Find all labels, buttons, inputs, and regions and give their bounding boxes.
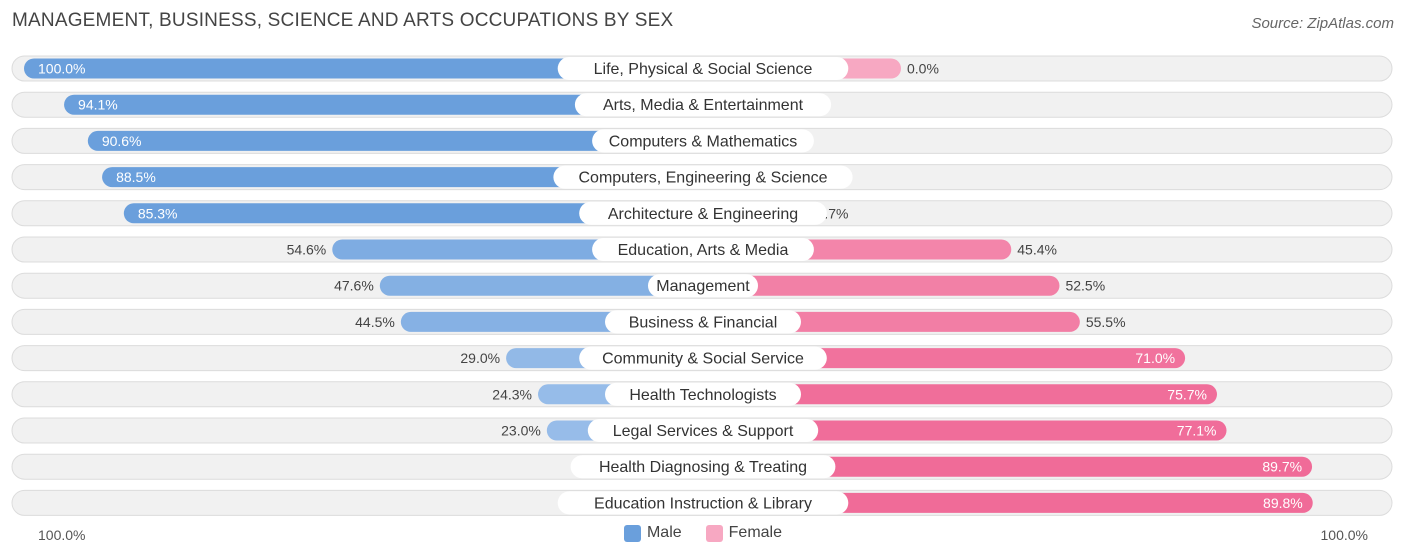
value-label-male: 85.3% bbox=[138, 205, 178, 221]
bar-female bbox=[703, 384, 1218, 405]
value-label-female: 55.5% bbox=[1086, 314, 1126, 330]
axis-right-label: 100.0% bbox=[1320, 527, 1368, 543]
category-pill bbox=[553, 165, 853, 189]
chart-row: 85.3% 14.7%Architecture & Engineering bbox=[11, 200, 1393, 227]
value-label-female: 77.1% bbox=[1177, 423, 1217, 439]
value-label-male: 23.0% bbox=[501, 423, 541, 439]
category-pill bbox=[605, 310, 801, 334]
value-label-female: 89.8% bbox=[1263, 495, 1303, 511]
legend: Male Female bbox=[0, 524, 1406, 542]
category-pill bbox=[574, 93, 832, 117]
legend-item-male: Male bbox=[623, 524, 682, 542]
value-label-male: 100.0% bbox=[38, 61, 85, 77]
legend-label-male: Male bbox=[646, 524, 682, 541]
category-label: Education, Arts & Media bbox=[618, 242, 789, 259]
value-label-female: 45.4% bbox=[1017, 242, 1057, 258]
value-label-male: 90.6% bbox=[102, 133, 142, 149]
value-label-male: 88.5% bbox=[116, 169, 156, 185]
category-pill bbox=[587, 419, 819, 442]
category-pill bbox=[592, 129, 814, 153]
chart-row: 10.2%89.8%Education Instruction & Librar… bbox=[11, 489, 1393, 516]
bar-male bbox=[64, 94, 704, 115]
category-pill bbox=[579, 201, 827, 225]
category-label: Health Diagnosing & Treating bbox=[599, 459, 807, 476]
bar-female bbox=[703, 456, 1313, 477]
bar-female bbox=[703, 275, 1060, 296]
value-label-male: 47.6% bbox=[334, 278, 374, 294]
value-label-male: 54.6% bbox=[287, 242, 327, 258]
chart-row: 94.1%5.9%Arts, Media & Entertainment bbox=[11, 91, 1393, 118]
chart-row: 10.3%89.7%Health Diagnosing & Treating bbox=[11, 453, 1393, 480]
category-pill bbox=[579, 346, 827, 370]
value-label-female: 0.0% bbox=[907, 61, 939, 77]
value-label-male: 44.5% bbox=[355, 314, 395, 330]
bar-female bbox=[703, 420, 1227, 441]
chart-row: 24.3% 75.7% Health Technologists bbox=[11, 381, 1393, 408]
category-label: Management bbox=[656, 278, 750, 295]
chart-row: 23.0% 77.1% Legal Services & Support bbox=[11, 417, 1393, 444]
value-label-male: 94.1% bbox=[78, 97, 118, 113]
category-pill bbox=[557, 57, 849, 80]
category-label: Arts, Media & Entertainment bbox=[603, 97, 804, 114]
chart-row: 47.6% 52.5% Management bbox=[11, 272, 1393, 299]
category-label: Legal Services & Support bbox=[613, 423, 794, 440]
chart-row: 88.5%11.5%Computers, Engineering & Scien… bbox=[11, 164, 1393, 191]
legend-item-female: Female bbox=[705, 524, 783, 542]
bar-male bbox=[102, 167, 703, 188]
category-label: Life, Physical & Social Science bbox=[594, 61, 813, 78]
axis-left-label: 100.0% bbox=[38, 527, 86, 543]
value-label-female: 75.7% bbox=[1167, 386, 1207, 402]
category-label: Computers, Engineering & Science bbox=[578, 170, 827, 187]
category-pill bbox=[570, 455, 836, 479]
bar-male bbox=[87, 130, 704, 151]
category-label: Computers & Mathematics bbox=[609, 133, 798, 150]
legend-swatch-female bbox=[705, 524, 723, 542]
category-label: Community & Social Service bbox=[602, 351, 804, 368]
category-label: Architecture & Engineering bbox=[608, 206, 798, 223]
bar-female bbox=[703, 492, 1313, 513]
legend-label-female: Female bbox=[728, 524, 783, 541]
chart-title: MANAGEMENT, BUSINESS, SCIENCE AND ARTS O… bbox=[12, 10, 674, 31]
category-pill bbox=[648, 274, 758, 298]
category-label: Business & Financial bbox=[629, 314, 778, 331]
value-label-female: 89.7% bbox=[1262, 459, 1302, 475]
value-label-female: 52.5% bbox=[1065, 278, 1105, 294]
bar-male bbox=[379, 275, 703, 296]
chart-source: Source: ZipAtlas.com bbox=[1251, 15, 1394, 32]
chart-row: 54.6% 45.4% Education, Arts & Media bbox=[11, 236, 1393, 263]
category-pill bbox=[605, 382, 801, 406]
chart-row: 44.5% 55.5% Business & Financial bbox=[11, 308, 1393, 335]
chart-row: 29.0% 71.0% Community & Social Service bbox=[11, 345, 1393, 372]
diverging-bar-chart: 100.0% 0.0% Life, Physical & Social Scienc… bbox=[11, 55, 1393, 516]
chart-row: 90.6%9.4%Computers & Mathematics bbox=[11, 127, 1393, 154]
value-label-male: 24.3% bbox=[492, 386, 532, 402]
category-label: Education Instruction & Library bbox=[594, 495, 812, 512]
chart-row: 100.0% 0.0% Life, Physical & Social Scienc… bbox=[11, 55, 1393, 82]
value-label-female: 71.0% bbox=[1135, 350, 1175, 366]
value-label-male: 29.0% bbox=[460, 350, 500, 366]
category-pill bbox=[557, 491, 849, 515]
bar-male bbox=[123, 203, 704, 224]
legend-swatch-male bbox=[623, 524, 641, 542]
category-label: Health Technologists bbox=[629, 387, 776, 404]
category-pill bbox=[592, 238, 814, 261]
bar-male bbox=[24, 58, 703, 79]
